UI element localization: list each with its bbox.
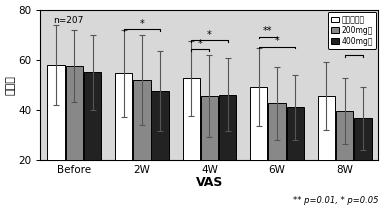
- X-axis label: VAS: VAS: [196, 176, 223, 189]
- Text: **: **: [349, 45, 359, 55]
- Text: n=207: n=207: [53, 16, 83, 25]
- Text: **: **: [263, 26, 273, 36]
- Text: ** p=0.01, * p=0.05: ** p=0.01, * p=0.05: [293, 196, 379, 205]
- Bar: [286, 107, 304, 210]
- Bar: [84, 72, 101, 210]
- Bar: [182, 78, 200, 210]
- Bar: [354, 118, 372, 210]
- Bar: [133, 80, 151, 210]
- Bar: [201, 96, 218, 210]
- Bar: [250, 87, 268, 210]
- Bar: [318, 96, 335, 210]
- Bar: [115, 73, 132, 210]
- Bar: [219, 95, 237, 210]
- Text: *: *: [139, 19, 144, 29]
- Legend: プラセボ群, 200mg群, 400mg群: プラセボ群, 200mg群, 400mg群: [328, 12, 376, 49]
- Bar: [151, 91, 169, 210]
- Bar: [66, 66, 83, 210]
- Bar: [268, 103, 286, 210]
- Y-axis label: 疲労感: 疲労感: [5, 75, 16, 95]
- Text: *: *: [275, 36, 280, 46]
- Text: *: *: [198, 39, 203, 49]
- Bar: [47, 65, 65, 210]
- Bar: [336, 111, 353, 210]
- Text: *: *: [207, 30, 212, 40]
